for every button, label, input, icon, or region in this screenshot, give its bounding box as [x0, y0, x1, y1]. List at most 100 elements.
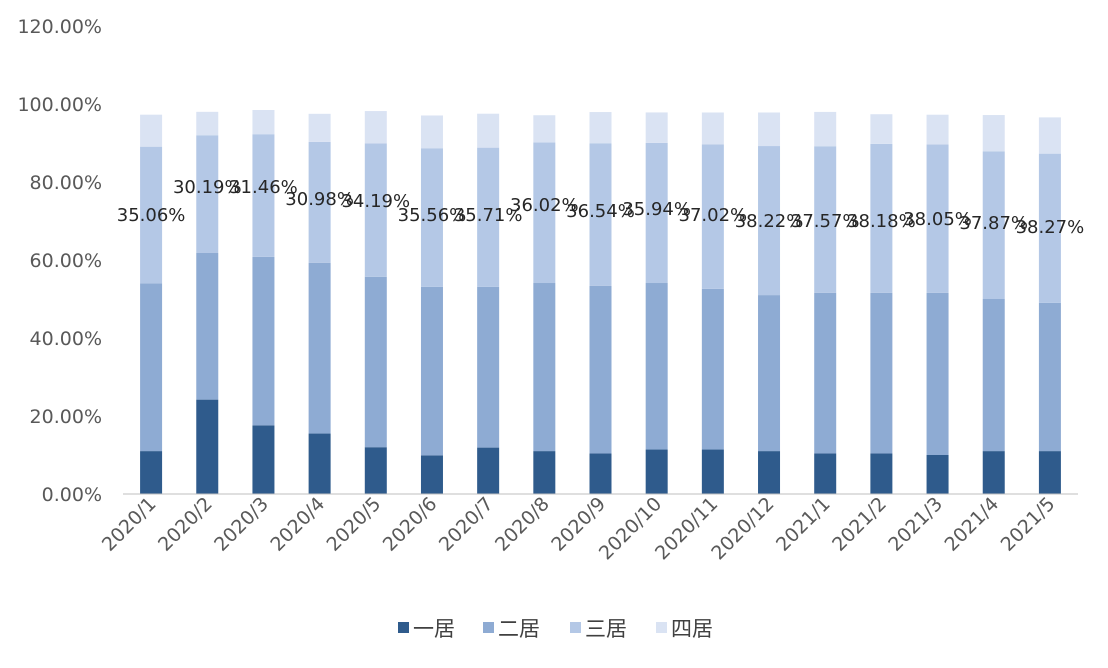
legend-label: 二居: [498, 617, 540, 641]
bar-segment: [252, 134, 275, 257]
bar-segment: [758, 451, 781, 494]
y-tick-label: 40.00%: [30, 328, 102, 350]
x-tick-label: 2020/6: [379, 493, 442, 556]
legend: 一居 二居 三居 四居: [398, 617, 713, 641]
bar-segment: [477, 147, 500, 287]
bar-segment: [926, 114, 949, 145]
bar-segment: [758, 112, 781, 147]
data-label: 35.56%: [398, 205, 467, 226]
bar-segment: [364, 111, 387, 144]
bar-segment: [982, 451, 1005, 494]
bar-segment: [140, 114, 163, 147]
data-label: 37.02%: [679, 205, 748, 226]
data-label: 35.06%: [117, 205, 186, 226]
bar-segment: [926, 455, 949, 494]
data-label: 30.98%: [285, 189, 354, 210]
x-tick-label: 2021/3: [884, 493, 947, 556]
bar-segment: [645, 112, 668, 143]
x-tick-label: 2020/8: [491, 493, 554, 556]
bar-segment: [645, 142, 668, 284]
bar-segment: [926, 292, 949, 455]
bar-segment: [196, 135, 219, 253]
data-label: 36.54%: [566, 201, 635, 222]
x-axis: 2020/12020/22020/32020/42020/52020/62020…: [98, 493, 1078, 564]
bar-segment: [982, 115, 1005, 152]
watermark: 搜狐号@贝壳苏州站: [896, 631, 1085, 655]
bar-segment: [1038, 302, 1061, 452]
bar-segment: [589, 143, 612, 286]
x-tick-label: 2020/1: [98, 493, 161, 556]
bar-segment: [252, 110, 275, 135]
bar-segment: [814, 111, 837, 147]
bar-segment: [758, 146, 781, 296]
data-label: 38.05%: [903, 209, 972, 230]
bar-segment: [308, 433, 331, 494]
x-tick-label: 2021/2: [828, 493, 891, 556]
bar-segment: [308, 262, 331, 434]
y-axis: 0.00% 20.00% 40.00% 60.00% 80.00% 100.00% 120.…: [17, 16, 102, 506]
y-tick-label: 120.00%: [17, 16, 102, 38]
bar-segment: [477, 113, 500, 148]
bar-segment: [814, 453, 837, 494]
data-label: 38.18%: [847, 211, 916, 232]
bar-segment: [982, 299, 1005, 452]
bar-segment: [701, 144, 724, 289]
data-label: 34.19%: [341, 191, 410, 212]
x-tick-label: 2020/5: [323, 493, 386, 556]
bar-segment: [982, 151, 1005, 299]
bar-segment: [1038, 451, 1061, 494]
bar-segment: [701, 112, 724, 145]
legend-swatch: [570, 622, 581, 633]
y-tick-label: 0.00%: [42, 484, 102, 506]
bar-segment: [814, 292, 837, 454]
data-label: 35.71%: [454, 205, 523, 226]
bar-segment: [308, 113, 331, 142]
bar-segment: [533, 115, 556, 143]
bar-segment: [589, 112, 612, 144]
bar-segment: [814, 146, 837, 293]
bar-segment: [701, 449, 724, 494]
data-label: 38.27%: [1016, 217, 1085, 238]
bar-segment: [589, 285, 612, 454]
legend-swatch: [398, 622, 409, 633]
bar-segment: [252, 256, 275, 426]
bars: [140, 110, 1061, 494]
data-label: 36.02%: [510, 195, 579, 216]
bar-segment: [140, 451, 163, 494]
legend-label: 一居: [413, 617, 455, 641]
x-tick-label: 2021/5: [997, 493, 1060, 556]
data-label: 31.46%: [229, 177, 298, 198]
bar-segment: [926, 144, 949, 293]
bar-segment: [252, 425, 275, 494]
legend-swatch: [483, 622, 494, 633]
bar-segment: [1038, 117, 1061, 154]
data-label: 37.87%: [959, 213, 1028, 234]
y-tick-label: 80.00%: [30, 172, 102, 194]
bar-segment: [1038, 153, 1061, 303]
x-tick-label: 2020/12: [707, 493, 778, 564]
bar-segment: [196, 252, 219, 400]
bar-segment: [364, 276, 387, 448]
bar-segment: [364, 447, 387, 494]
bar-segment: [533, 283, 556, 452]
legend-label: 三居: [585, 617, 627, 641]
bar-segment: [870, 453, 893, 494]
data-label: 30.19%: [173, 177, 242, 198]
legend-label: 四居: [671, 617, 713, 641]
bar-segment: [701, 288, 724, 450]
bar-segment: [477, 447, 500, 494]
y-tick-label: 60.00%: [30, 250, 102, 272]
data-labels: 35.06% 30.19%31.46%30.98%34.19%35.56%35.7…: [117, 177, 1084, 238]
legend-swatch: [656, 622, 667, 633]
bar-segment: [533, 451, 556, 494]
bar-segment: [140, 146, 163, 284]
bar-segment: [477, 286, 500, 448]
x-tick-label: 2021/1: [772, 493, 835, 556]
x-tick-label: 2020/3: [210, 493, 273, 556]
bar-segment: [870, 143, 893, 293]
bar-segment: [308, 141, 331, 263]
x-tick-label: 2020/4: [266, 493, 329, 556]
x-tick-label: 2021/4: [940, 493, 1003, 556]
bar-segment: [196, 399, 219, 494]
bar-segment: [420, 286, 443, 456]
